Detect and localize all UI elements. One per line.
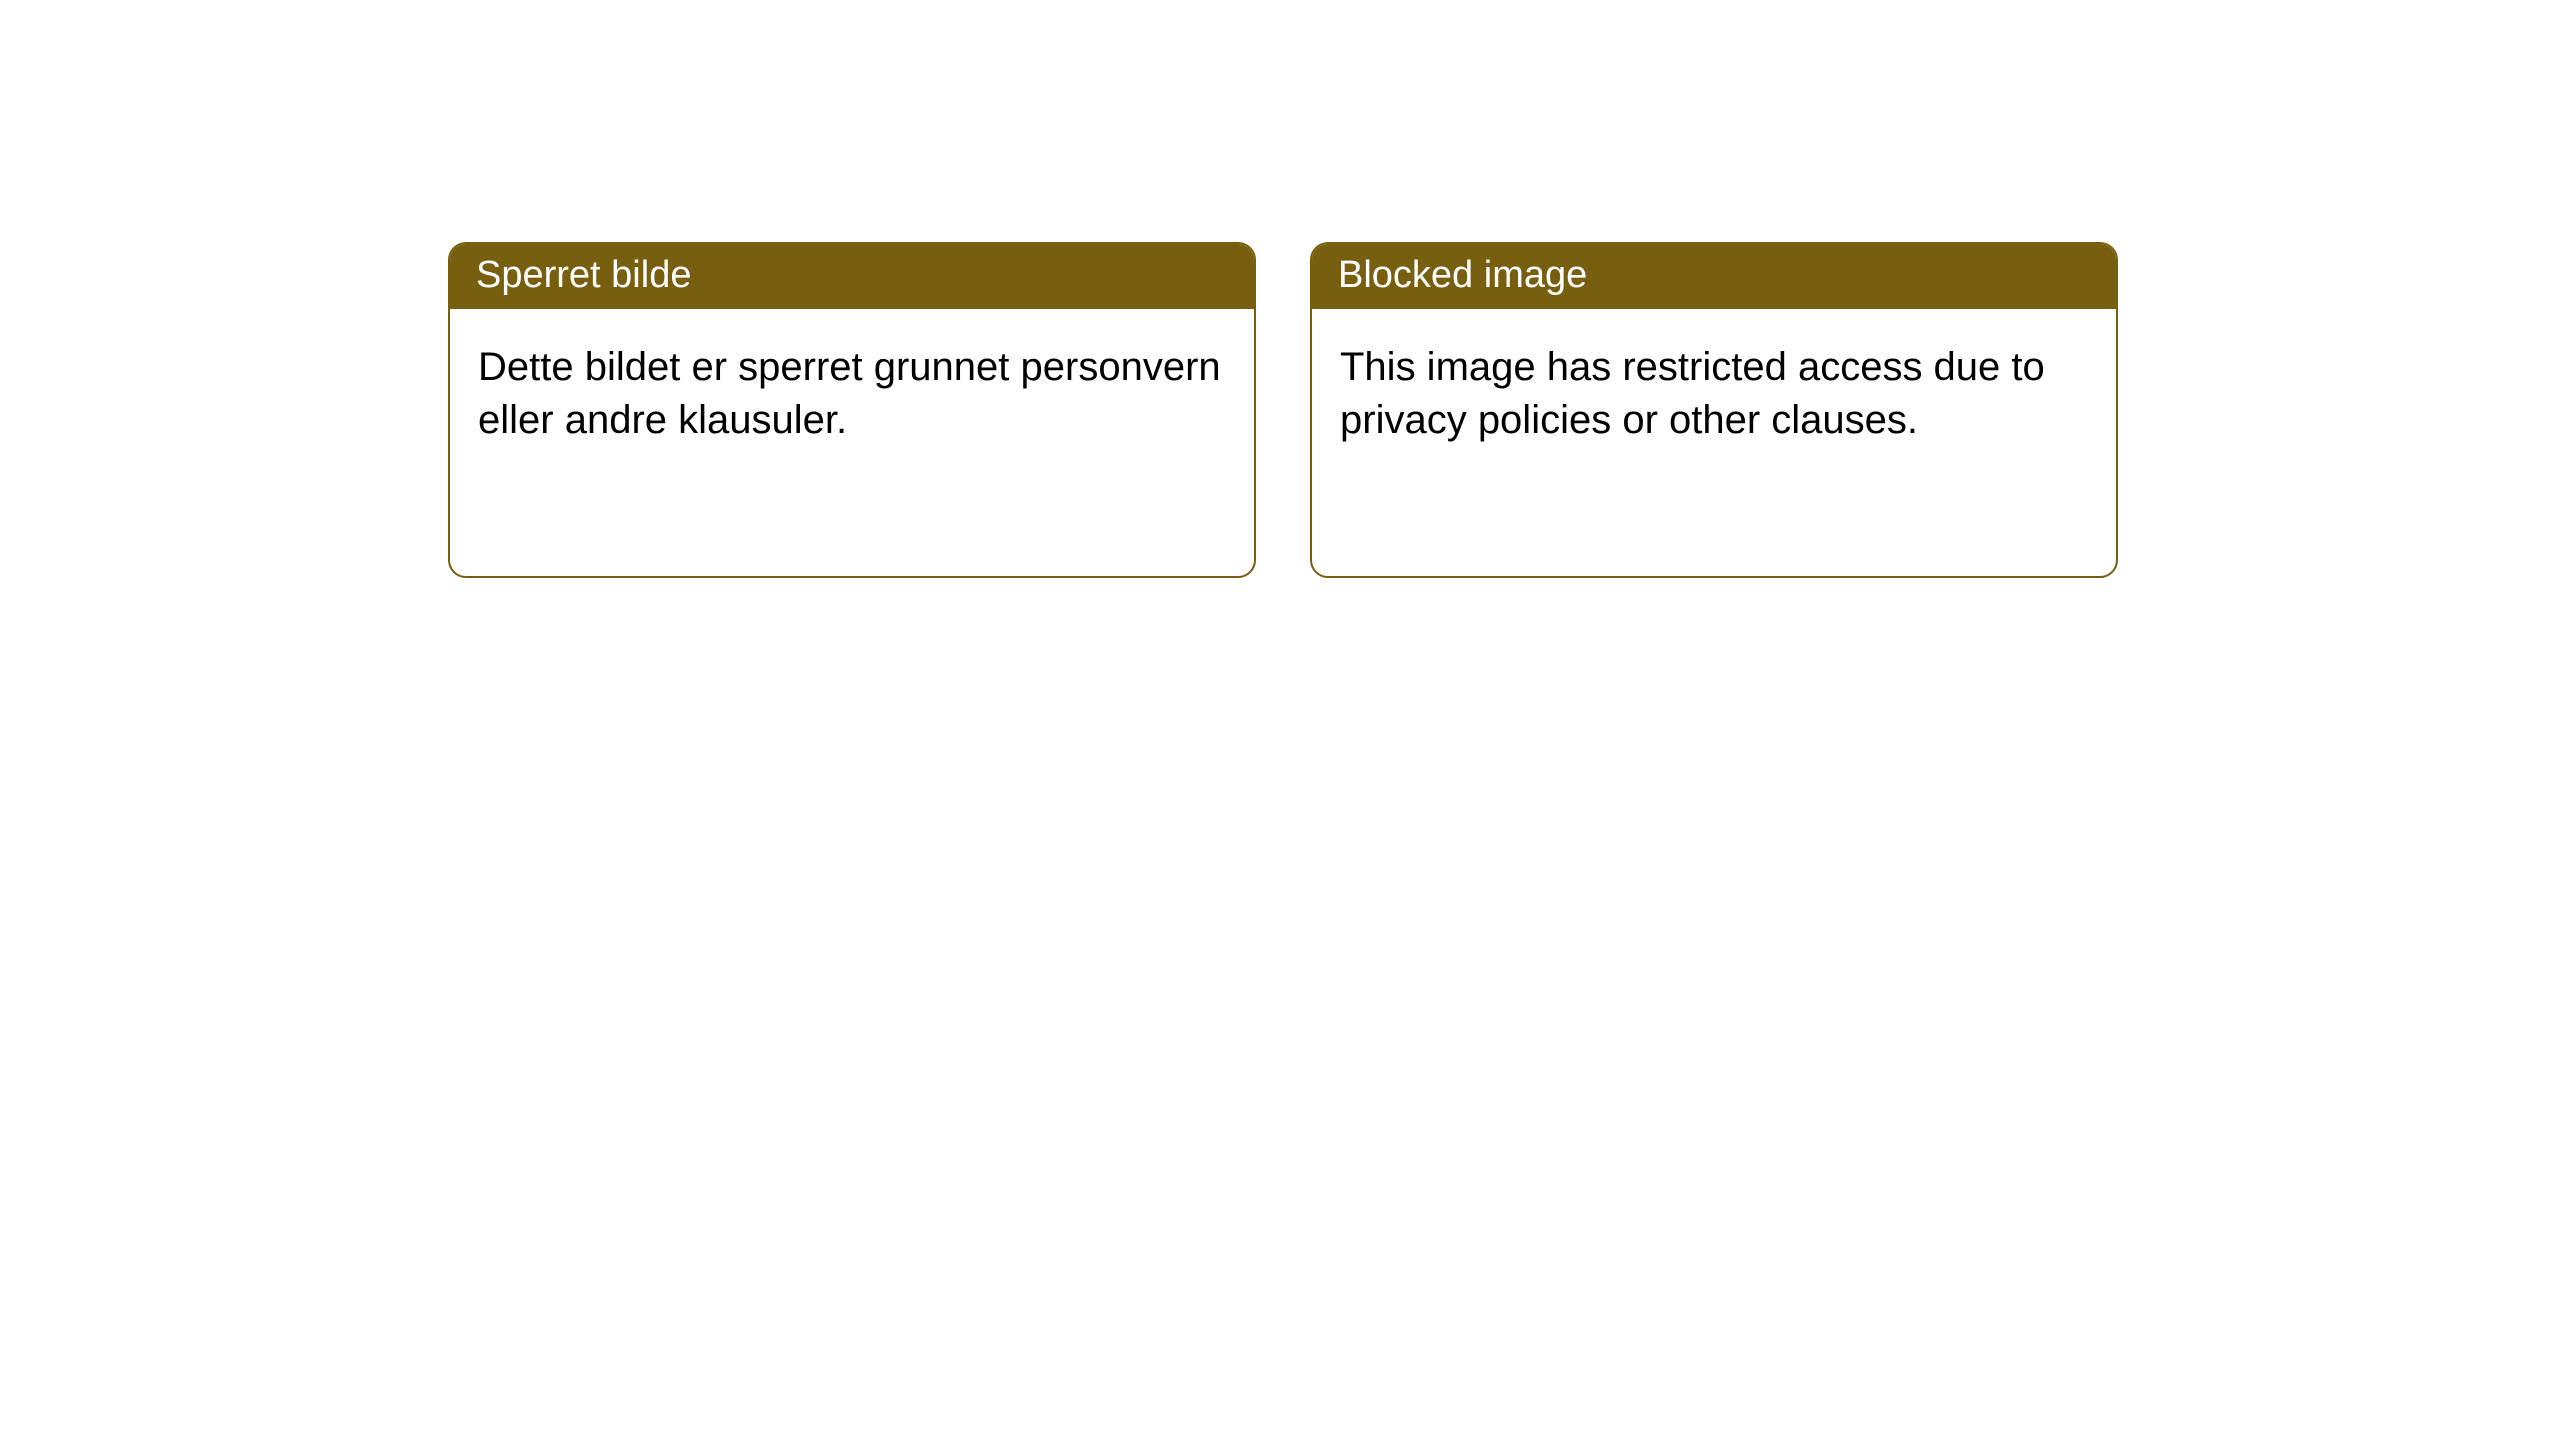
- notice-card-header: Blocked image: [1312, 244, 2116, 309]
- notice-card-header: Sperret bilde: [450, 244, 1254, 309]
- notice-card-body: This image has restricted access due to …: [1312, 309, 2116, 479]
- notice-container: Sperret bilde Dette bildet er sperret gr…: [448, 242, 2118, 578]
- notice-card-norwegian: Sperret bilde Dette bildet er sperret gr…: [448, 242, 1256, 578]
- notice-card-english: Blocked image This image has restricted …: [1310, 242, 2118, 578]
- notice-card-body: Dette bildet er sperret grunnet personve…: [450, 309, 1254, 479]
